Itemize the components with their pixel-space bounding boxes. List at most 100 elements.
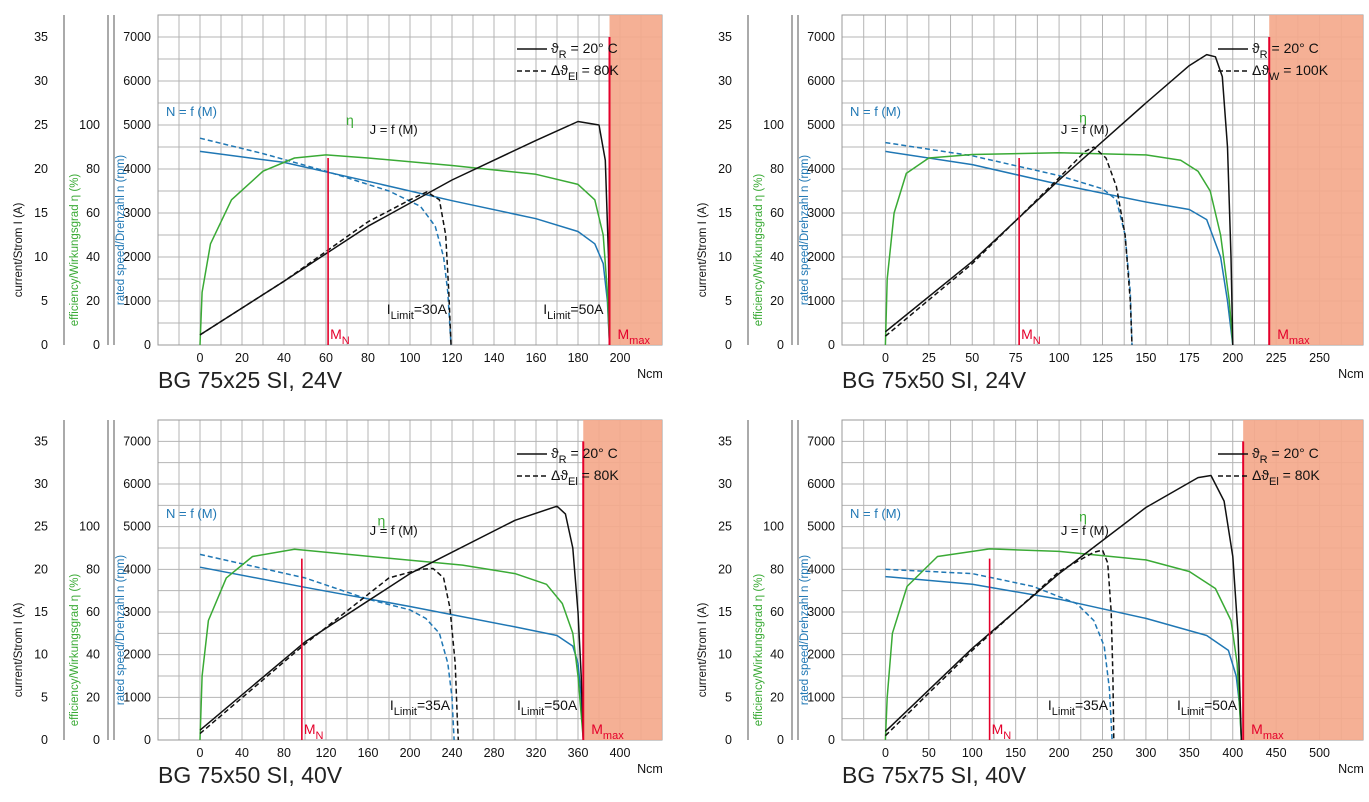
speed-tick-label: 4000 — [807, 162, 835, 176]
efficiency-tick-label: 40 — [86, 648, 100, 662]
speed-tick-label: 4000 — [123, 562, 151, 576]
current-tick-label: 5 — [41, 294, 48, 308]
speed-tick-label: 4000 — [807, 562, 835, 576]
speed-tick-label: 3000 — [123, 206, 151, 220]
speed-tick-label: 4000 — [123, 162, 151, 176]
current-tick-label: 35 — [718, 30, 732, 44]
efficiency-axis-label: efficiency/Wirkungsgrad η (%) — [753, 174, 765, 327]
speed-tick-label: 6000 — [807, 74, 835, 88]
speed-tick-label: 7000 — [123, 434, 151, 448]
efficiency-tick-label: 80 — [86, 162, 100, 176]
x-tick-label: 20 — [235, 351, 249, 365]
legend-dashed-label: ΔϑEl = 80K — [551, 467, 619, 488]
speed-tick-label: 6000 — [807, 477, 835, 491]
efficiency-tick-label: 0 — [93, 733, 100, 747]
x-tick-label: 40 — [235, 746, 249, 760]
rated-torque-label: MN — [1021, 326, 1041, 347]
speed-tick-label: 3000 — [807, 206, 835, 220]
speed-tick-label: 5000 — [123, 118, 151, 132]
dashed-speed-curve — [885, 568, 1113, 741]
dashed-current-curve — [199, 567, 460, 741]
current-limit-low-label: ILimit=35A — [1048, 697, 1109, 718]
speed-tick-label: 5000 — [807, 118, 835, 132]
x-tick-label: 200 — [1222, 351, 1243, 365]
efficiency-tick-label: 40 — [86, 250, 100, 264]
x-tick-label: 180 — [568, 351, 589, 365]
x-tick-label: 160 — [358, 746, 379, 760]
current-tick-label: 5 — [725, 294, 732, 308]
x-tick-label: 150 — [1135, 351, 1156, 365]
efficiency-curve-label: η — [1079, 110, 1087, 126]
speed-tick-label: 0 — [828, 338, 835, 352]
x-tick-label: 0 — [882, 746, 889, 760]
dashed-current-curve — [884, 146, 1133, 346]
efficiency-tick-label: 0 — [93, 338, 100, 352]
x-tick-label: 50 — [965, 351, 979, 365]
efficiency-curve — [199, 154, 611, 346]
current-limit-high-label: ILimit=50A — [543, 301, 604, 322]
speed-tick-label: 6000 — [123, 477, 151, 491]
efficiency-curve-label: η — [346, 112, 354, 128]
legend-solid-label: ϑR = 20° C — [1252, 40, 1319, 61]
speed-tick-label: 0 — [144, 338, 151, 352]
current-axis-label: current/Strom I (A) — [697, 603, 709, 698]
current-tick-label: 20 — [718, 562, 732, 576]
efficiency-axis-label: efficiency/Wirkungsgrad η (%) — [69, 174, 81, 327]
current-tick-label: 10 — [34, 648, 48, 662]
x-tick-label: 125 — [1092, 351, 1113, 365]
efficiency-tick-label: 40 — [770, 250, 784, 264]
speed-tick-label: 0 — [828, 733, 835, 747]
current-tick-label: 15 — [718, 206, 732, 220]
legend-dashed-label: ΔϑEl = 80K — [1252, 467, 1320, 488]
speed-tick-label: 2000 — [807, 250, 835, 264]
efficiency-tick-label: 60 — [770, 206, 784, 220]
max-torque-label: Mmax — [591, 721, 624, 742]
rated-torque-label: MN — [330, 326, 350, 347]
x-tick-label: 60 — [319, 351, 333, 365]
current-curve-label: J = f (M) — [370, 122, 418, 137]
x-tick-label: 0 — [882, 351, 889, 365]
x-tick-label: 240 — [442, 746, 463, 760]
x-tick-label: 200 — [400, 746, 421, 760]
current-curve — [884, 474, 1243, 741]
current-tick-label: 30 — [34, 74, 48, 88]
current-tick-label: 25 — [718, 118, 732, 132]
efficiency-axis-label: efficiency/Wirkungsgrad η (%) — [69, 574, 81, 727]
efficiency-tick-label: 0 — [777, 338, 784, 352]
current-curve-label: J = f (M) — [370, 523, 418, 538]
x-tick-label: 250 — [1309, 351, 1330, 365]
current-limit-low-label: ILimit=30A — [387, 301, 448, 322]
chart-title: BG 75x75 SI, 40V — [842, 762, 1027, 788]
current-tick-label: 10 — [718, 250, 732, 264]
x-unit-label: Ncm — [1338, 367, 1364, 381]
rated-torque-label: MN — [304, 721, 324, 742]
current-tick-label: 35 — [34, 434, 48, 448]
current-tick-label: 20 — [34, 562, 48, 576]
x-tick-label: 400 — [610, 746, 631, 760]
speed-tick-label: 3000 — [807, 605, 835, 619]
speed-tick-label: 1000 — [123, 294, 151, 308]
speed-tick-label: 7000 — [807, 434, 835, 448]
x-tick-label: 0 — [197, 351, 204, 365]
efficiency-tick-label: 20 — [86, 690, 100, 704]
chart-title: BG 75x50 SI, 24V — [842, 367, 1027, 393]
x-tick-label: 160 — [526, 351, 547, 365]
current-tick-label: 10 — [34, 250, 48, 264]
current-tick-label: 25 — [34, 118, 48, 132]
x-tick-label: 225 — [1266, 351, 1287, 365]
current-limit-high-label: ILimit=50A — [517, 697, 578, 718]
current-limit-high-label: ILimit=50A — [1177, 697, 1238, 718]
speed-curve-label: N = f (M) — [166, 506, 217, 521]
efficiency-tick-label: 80 — [770, 162, 784, 176]
x-unit-label: Ncm — [1338, 762, 1364, 776]
x-tick-label: 450 — [1266, 746, 1287, 760]
speed-curve-label: N = f (M) — [166, 104, 217, 119]
x-tick-label: 25 — [922, 351, 936, 365]
overload-zone — [583, 420, 662, 740]
current-tick-label: 5 — [725, 690, 732, 704]
efficiency-tick-label: 100 — [763, 118, 784, 132]
